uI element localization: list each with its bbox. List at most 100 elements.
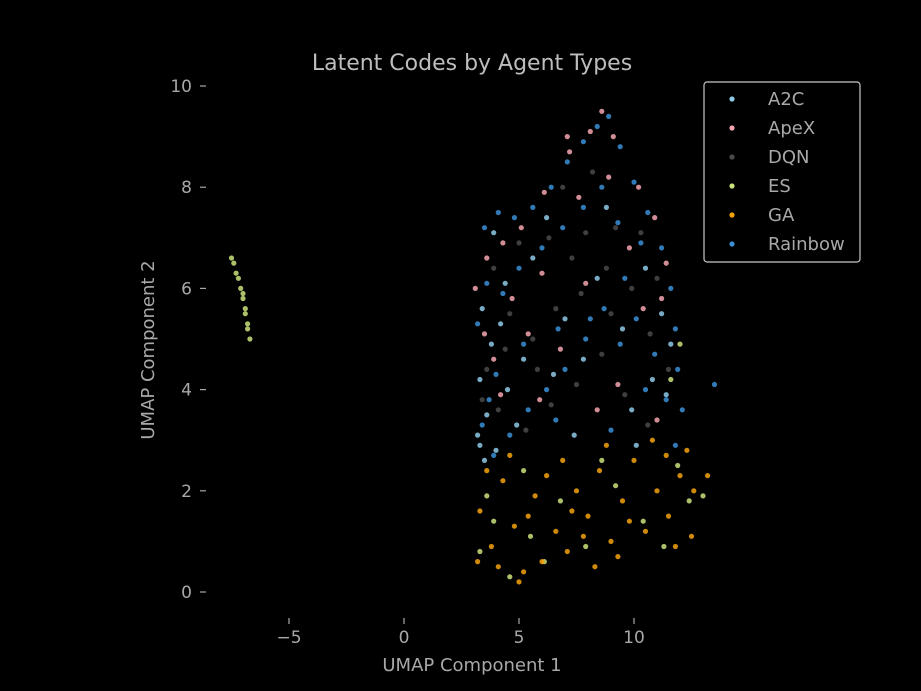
data-point [527,533,534,539]
y-tick-label: 0 [181,583,192,603]
legend-label: GA [768,205,795,226]
data-point [647,331,653,337]
data-point [594,407,600,413]
data-point [541,189,547,195]
data-point [606,174,612,180]
data-point [544,387,550,393]
legend-marker [729,125,735,131]
data-point [580,356,587,362]
data-point [684,447,690,453]
data-point [663,392,669,398]
data-point [553,528,559,534]
data-point [642,387,649,393]
data-point [672,442,679,448]
data-point [606,113,612,119]
data-point [511,215,517,221]
data-point [475,559,481,565]
data-point [587,316,593,322]
data-point [516,579,522,585]
data-point [583,230,589,236]
series-es [228,255,706,580]
data-point [484,366,490,372]
data-point [629,407,635,413]
data-point [564,134,570,140]
data-point [608,538,614,545]
data-point [504,387,511,393]
legend-label: ES [768,176,791,197]
data-point [587,128,593,135]
data-point [583,280,589,286]
data-point [599,457,605,463]
data-point [484,493,490,499]
data-point [481,457,488,463]
data-point [525,513,531,519]
data-point [521,356,527,362]
data-point [491,356,497,362]
data-point [613,225,619,231]
y-tick-label: 6 [181,279,192,299]
data-point [622,392,628,398]
data-point [484,255,490,261]
data-point [619,326,626,332]
data-point [511,523,517,529]
data-point [481,331,488,337]
data-point [477,442,483,448]
data-point [580,139,587,145]
legend-marker [729,96,735,102]
data-point [668,376,674,383]
data-point [661,543,667,550]
data-point [649,437,656,443]
series-apex [472,108,669,423]
data-point [521,569,527,575]
data-point [560,457,566,463]
y-tick-label: 8 [181,178,192,198]
data-point [626,245,633,251]
legend-item-dqn: DQN [729,147,810,168]
data-point [537,397,543,403]
axes-layer: −5 0 5 10 0 2 4 6 8 10 [170,77,644,648]
data-point [491,452,497,458]
data-point [240,295,246,302]
data-point [507,432,513,438]
data-point [562,366,568,372]
x-tick-label: −5 [276,628,301,648]
data-point [594,123,600,130]
data-point [652,215,658,221]
series-rainbow [475,113,718,458]
data-point [569,255,575,261]
data-point [665,513,672,519]
data-point [569,508,575,514]
data-point [573,488,580,494]
data-point [599,351,605,357]
data-point [688,533,695,539]
data-point [645,209,651,216]
data-point [654,488,660,494]
data-point [672,543,679,550]
data-point [608,311,614,317]
legend-label: A2C [768,89,804,110]
data-point [564,548,570,555]
data-point [245,321,251,327]
data-point [484,412,490,418]
data-point [672,326,679,332]
data-point [580,533,587,539]
data-point [679,407,685,413]
data-point [642,265,649,271]
data-point [477,376,483,383]
data-point [610,134,616,140]
data-point [573,381,580,388]
data-point [622,275,628,281]
data-point [479,397,485,403]
data-point [557,498,564,504]
data-point [617,144,623,150]
data-point [619,498,626,504]
data-point [502,280,508,286]
data-point [495,564,501,570]
data-point [500,478,506,484]
series-dqn [479,169,672,433]
legend-marker [729,183,735,189]
data-point [481,225,488,231]
data-point [560,225,566,231]
